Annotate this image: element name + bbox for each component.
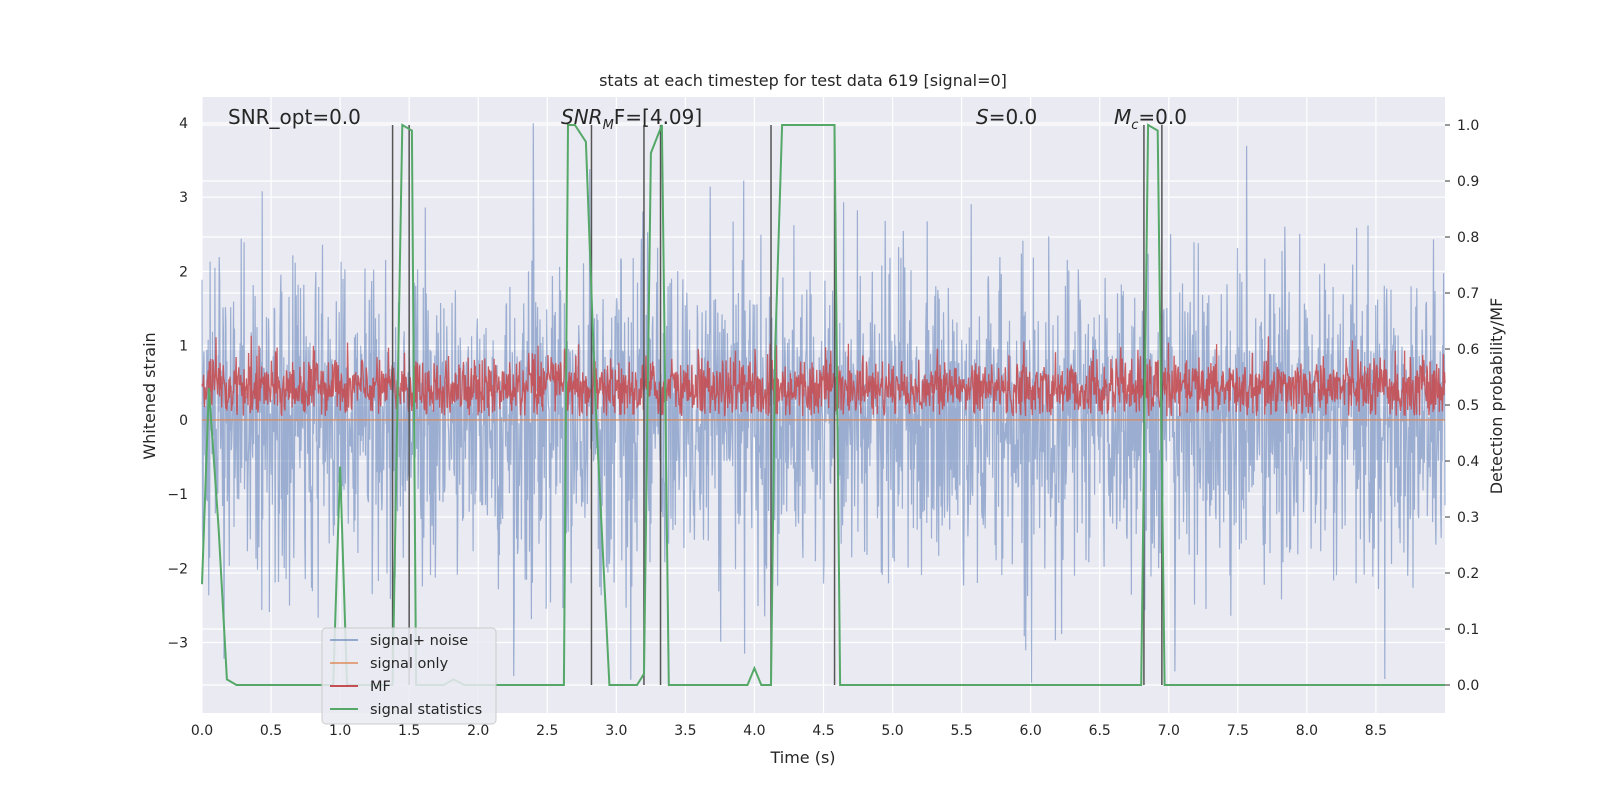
x-tick-label: 7.0 xyxy=(1158,723,1180,739)
y-right-ticks: 0.0 0.1 0.2 0.3 0.4 0.5 0.6 0.7 0.8 0.9 1.0 xyxy=(1445,118,1479,694)
x-tick-label: 1.5 xyxy=(398,723,420,739)
x-tick-label: 3.0 xyxy=(605,723,627,739)
annotation-snr-mf: SNRMF=[4.09] xyxy=(561,105,702,133)
legend-label-signal: signal only xyxy=(370,656,449,672)
y-right-axis-label: Detection probability/MF xyxy=(1487,298,1506,495)
x-tick-label: 2.5 xyxy=(536,723,558,739)
x-tick-label: 0.0 xyxy=(191,723,213,739)
legend: signal+ noise signal only MF signal stat… xyxy=(321,627,497,725)
legend-box xyxy=(321,627,497,725)
y-right-tick-label: 0.3 xyxy=(1457,510,1479,526)
y-left-ticks: −3 −2 −1 0 1 2 3 4 xyxy=(167,116,188,652)
x-tick-label: 8.5 xyxy=(1365,723,1387,739)
y-right-tick-label: 0.0 xyxy=(1457,678,1479,694)
legend-label-mf: MF xyxy=(370,679,391,695)
y-left-tick-label: −1 xyxy=(167,487,188,503)
x-tick-label: 6.5 xyxy=(1089,723,1111,739)
y-left-tick-label: 1 xyxy=(179,339,188,355)
y-right-tick-label: 0.7 xyxy=(1457,286,1479,302)
y-left-tick-label: 0 xyxy=(179,413,188,429)
x-tick-label: 1.0 xyxy=(329,723,351,739)
x-tick-label: 4.0 xyxy=(743,723,765,739)
x-tick-label: 2.0 xyxy=(467,723,489,739)
y-left-axis-label: Whitened strain xyxy=(140,332,159,459)
signal-statistics-line xyxy=(201,123,1445,686)
y-right-tick-label: 0.4 xyxy=(1457,454,1479,470)
annotation-mc: Mc=0.0 xyxy=(1114,105,1187,133)
y-right-tick-label: 0.9 xyxy=(1457,174,1479,190)
annotation-s: S=0.0 xyxy=(976,105,1037,129)
y-right-tick-label: 0.5 xyxy=(1457,398,1479,414)
x-tick-label: 0.5 xyxy=(260,723,282,739)
x-tick-label: 8.0 xyxy=(1296,723,1318,739)
legend-label-stats: signal statistics xyxy=(370,702,482,718)
legend-label-noise: signal+ noise xyxy=(370,633,468,649)
y-left-tick-label: 2 xyxy=(179,264,188,280)
y-left-tick-label: 3 xyxy=(179,190,188,206)
y-right-tick-label: 0.1 xyxy=(1457,622,1479,638)
y-left-tick-label: −3 xyxy=(167,635,188,651)
y-right-tick-label: 0.6 xyxy=(1457,342,1479,358)
x-tick-label: 4.5 xyxy=(812,723,834,739)
x-tick-label: 3.5 xyxy=(674,723,696,739)
y-right-tick-label: 0.8 xyxy=(1457,230,1479,246)
x-axis-label: Time (s) xyxy=(769,748,835,767)
annotation-snr-opt: SNR_opt=0.0 xyxy=(228,105,361,129)
chart-title: stats at each timestep for test data 619… xyxy=(599,71,1007,90)
x-tick-label: 5.0 xyxy=(881,723,903,739)
y-left-tick-label: −2 xyxy=(167,561,188,577)
x-tick-label: 6.0 xyxy=(1020,723,1042,739)
y-right-tick-label: 1.0 xyxy=(1457,118,1479,134)
series-signal-statistics xyxy=(201,123,1445,686)
y-left-tick-label: 4 xyxy=(179,116,188,132)
x-tick-label: 7.5 xyxy=(1227,723,1249,739)
x-ticks: 0.0 0.5 1.0 1.5 2.0 2.5 3.0 3.5 4.0 4.5 5.0 5.5 6.0 6… xyxy=(191,723,1387,739)
x-tick-label: 5.5 xyxy=(950,723,972,739)
y-right-tick-label: 0.2 xyxy=(1457,566,1479,582)
